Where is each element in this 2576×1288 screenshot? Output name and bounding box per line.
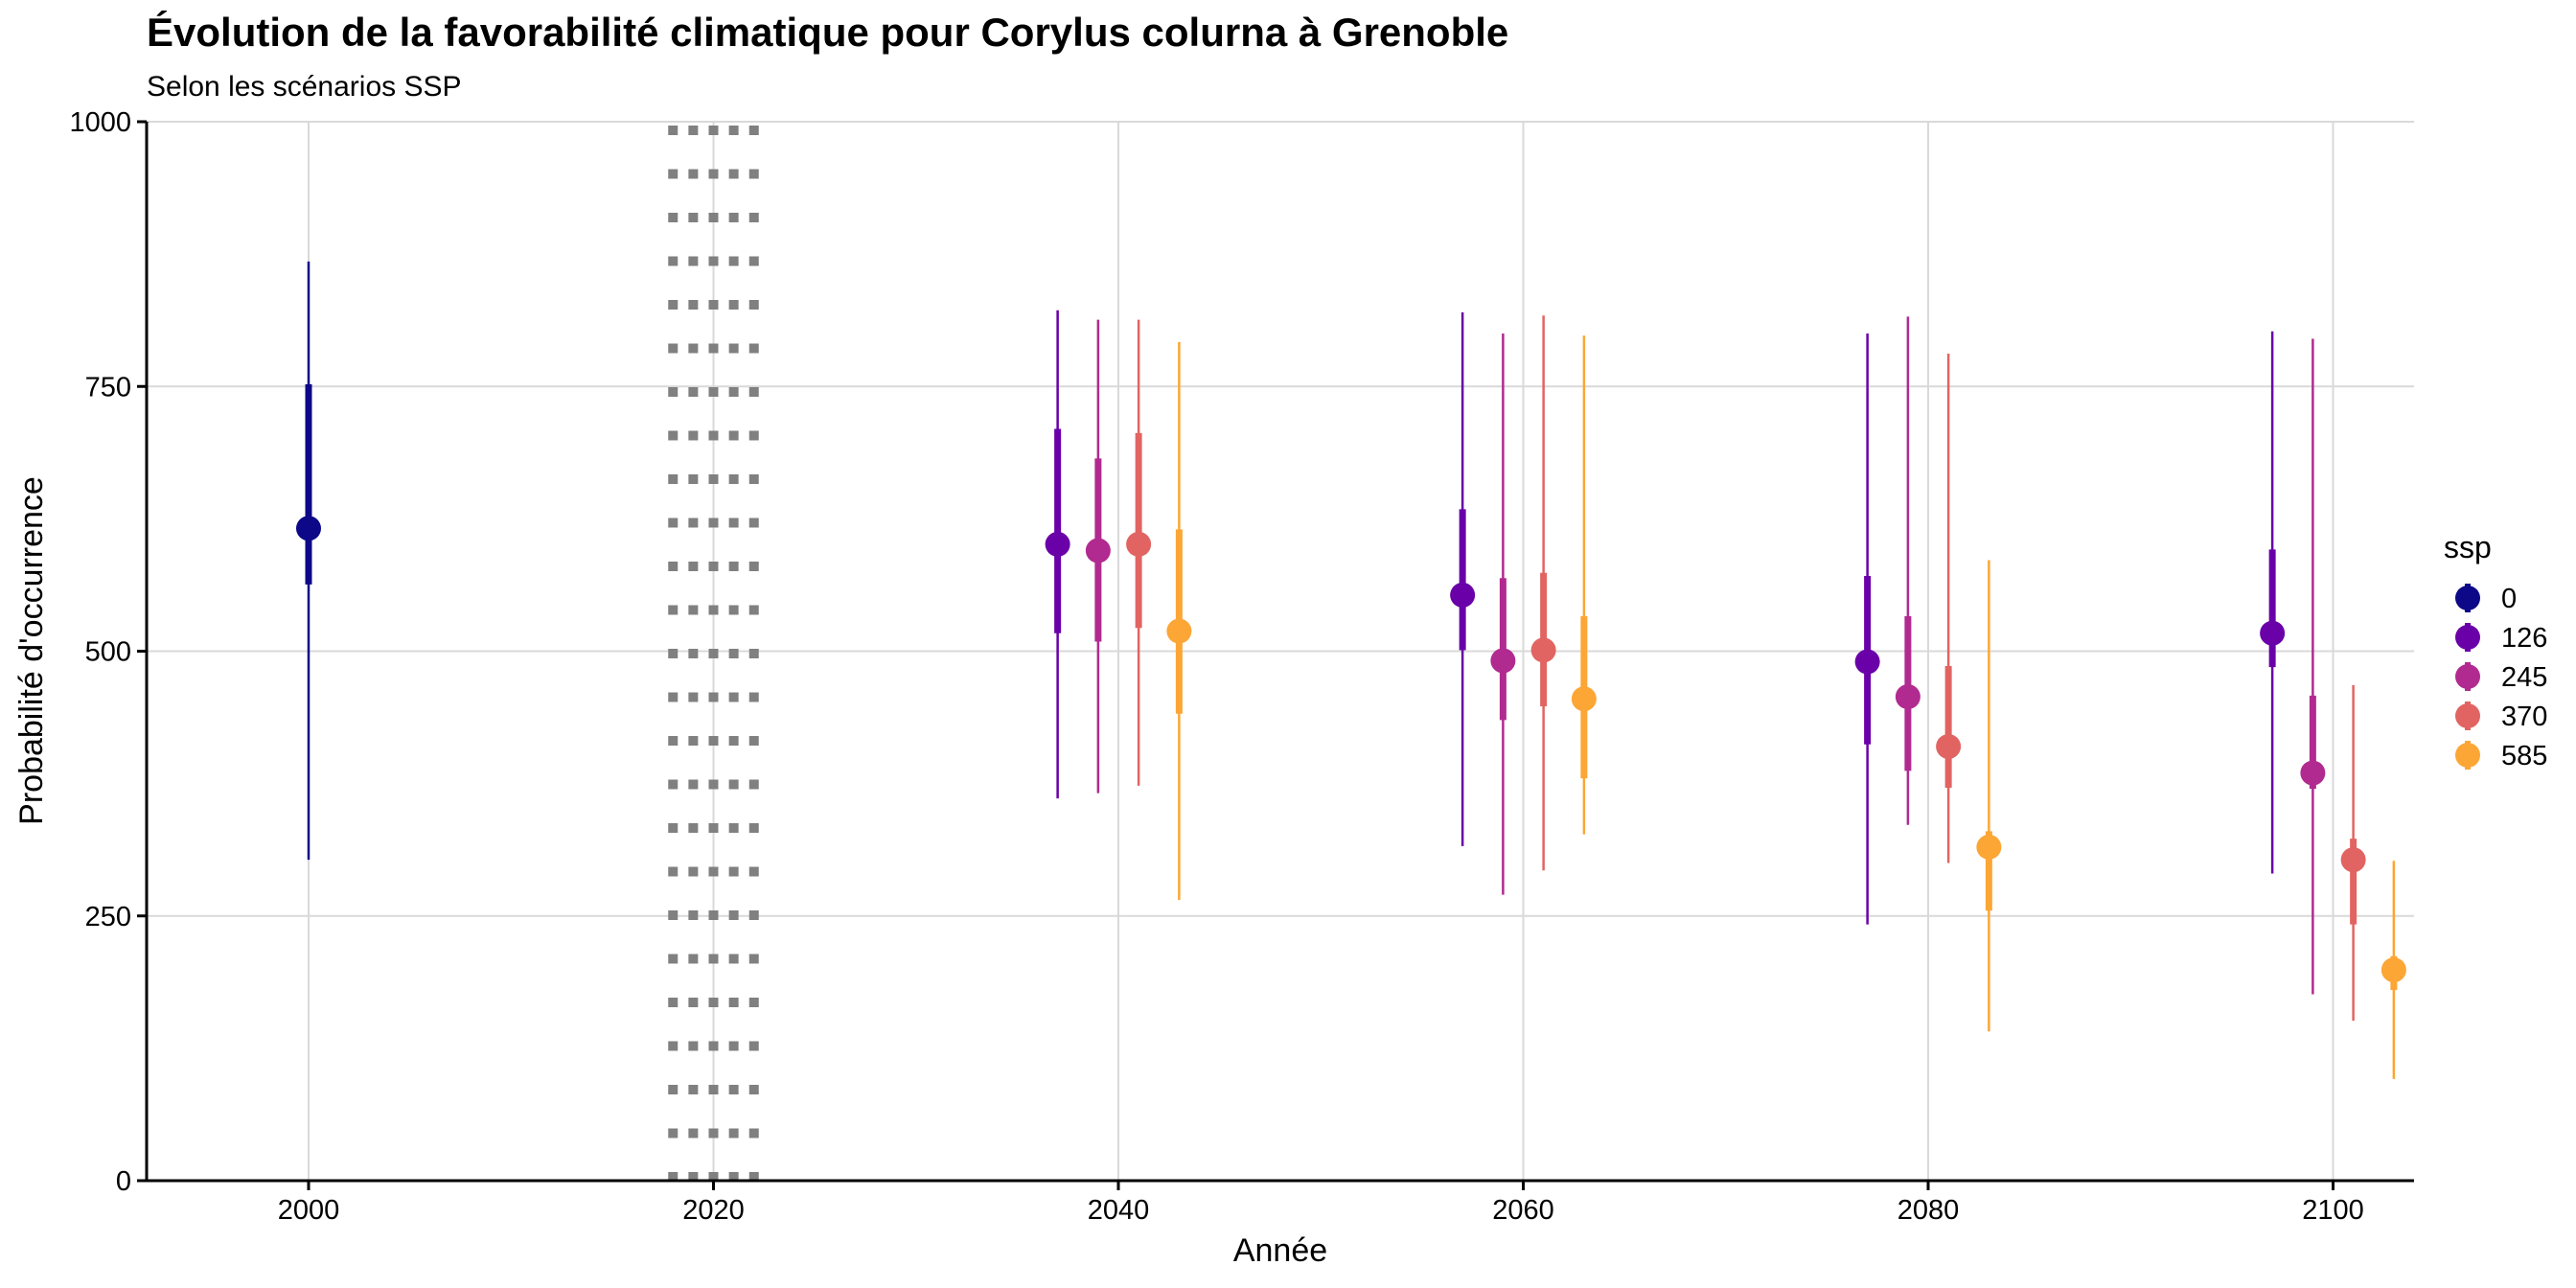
- y-tick-label: 500: [85, 637, 131, 668]
- legend-key-point: [2455, 664, 2480, 689]
- x-tick-label: 2100: [2302, 1195, 2364, 1226]
- legend-key-point: [2455, 625, 2480, 650]
- pointrange-ssp-370: [2340, 684, 2366, 1022]
- data-point: [1895, 684, 1920, 710]
- data-point: [1976, 834, 2002, 860]
- y-tick-label: 0: [116, 1166, 131, 1197]
- pointrange-ssp-126: [1450, 311, 1476, 846]
- x-axis-title: Année: [1233, 1232, 1327, 1269]
- legend-label: 245: [2501, 662, 2547, 693]
- chart-subtitle: Selon les scénarios SSP: [147, 71, 462, 103]
- reference-band: [668, 126, 759, 1181]
- data-point: [1085, 538, 1111, 564]
- x-tick-label: 2000: [278, 1195, 340, 1226]
- data-point: [1936, 733, 1962, 759]
- y-tick-label: 1000: [69, 107, 131, 138]
- legend-key-245: [2455, 662, 2480, 691]
- y-axis-title: Probabilité d'occurrence: [13, 476, 50, 825]
- y-tick-label: 750: [85, 372, 131, 402]
- pointrange-ssp-585: [1571, 335, 1597, 835]
- chart-title: Évolution de la favorabilité climatique …: [147, 10, 1508, 55]
- legend-key-370: [2455, 702, 2480, 730]
- pointrange-ssp-370: [1126, 319, 1152, 786]
- pointrange-ssp-370: [1530, 315, 1556, 871]
- data-point: [1854, 649, 1880, 675]
- x-tick-label: 2060: [1492, 1195, 1554, 1226]
- data-point: [1166, 618, 1192, 644]
- pointrange-ssp-245: [2300, 338, 2326, 995]
- pointrange-ssp-585: [1976, 560, 2002, 1032]
- pointrange-ssp-585: [1166, 341, 1192, 901]
- legend-key-585: [2455, 741, 2480, 770]
- data-point: [2300, 760, 2326, 786]
- pointrange-ssp-245: [1895, 316, 1920, 825]
- data-point: [2380, 957, 2406, 983]
- legend: ssp 0 126 245 370 585: [2444, 530, 2547, 771]
- data-point: [2340, 847, 2366, 873]
- x-tick-label: 2020: [682, 1195, 745, 1226]
- pointrange-ssp-245: [1490, 334, 1516, 895]
- data-layer: [296, 261, 2406, 1079]
- legend-key-point: [2455, 586, 2480, 610]
- axes: 0 250 500 750 1000 2000 2020 2040 2060 2080 2100: [69, 107, 2414, 1226]
- data-point: [2260, 620, 2286, 646]
- data-point: [296, 516, 321, 541]
- pointrange-ssp-370: [1936, 353, 1962, 863]
- grid: [147, 121, 2414, 1182]
- legend-label: 0: [2501, 584, 2517, 614]
- pointrange-ssp-126: [1854, 334, 1880, 925]
- data-point: [1045, 531, 1070, 557]
- data-point: [1530, 637, 1556, 663]
- x-tick-label: 2040: [1088, 1195, 1150, 1226]
- data-point: [1490, 648, 1516, 674]
- legend-label: 585: [2501, 741, 2547, 771]
- pointrange-ssp-585: [2380, 861, 2406, 1079]
- pointrange-ssp-245: [1085, 319, 1111, 794]
- data-point: [1571, 686, 1597, 712]
- data-point: [1126, 531, 1152, 557]
- legend-label: 126: [2501, 623, 2547, 654]
- legend-key-point: [2455, 743, 2480, 768]
- x-tick-label: 2080: [1898, 1195, 1960, 1226]
- data-point: [1450, 582, 1476, 608]
- pointrange-ssp-126: [1045, 310, 1070, 799]
- pointrange-ssp-126: [2260, 331, 2286, 874]
- y-tick-label: 250: [85, 902, 131, 932]
- pointrange-ssp-0: [296, 261, 321, 861]
- legend-key-point: [2455, 703, 2480, 728]
- legend-key-126: [2455, 623, 2480, 652]
- legend-key-0: [2455, 584, 2480, 612]
- legend-title: ssp: [2444, 530, 2492, 564]
- legend-label: 370: [2501, 702, 2547, 732]
